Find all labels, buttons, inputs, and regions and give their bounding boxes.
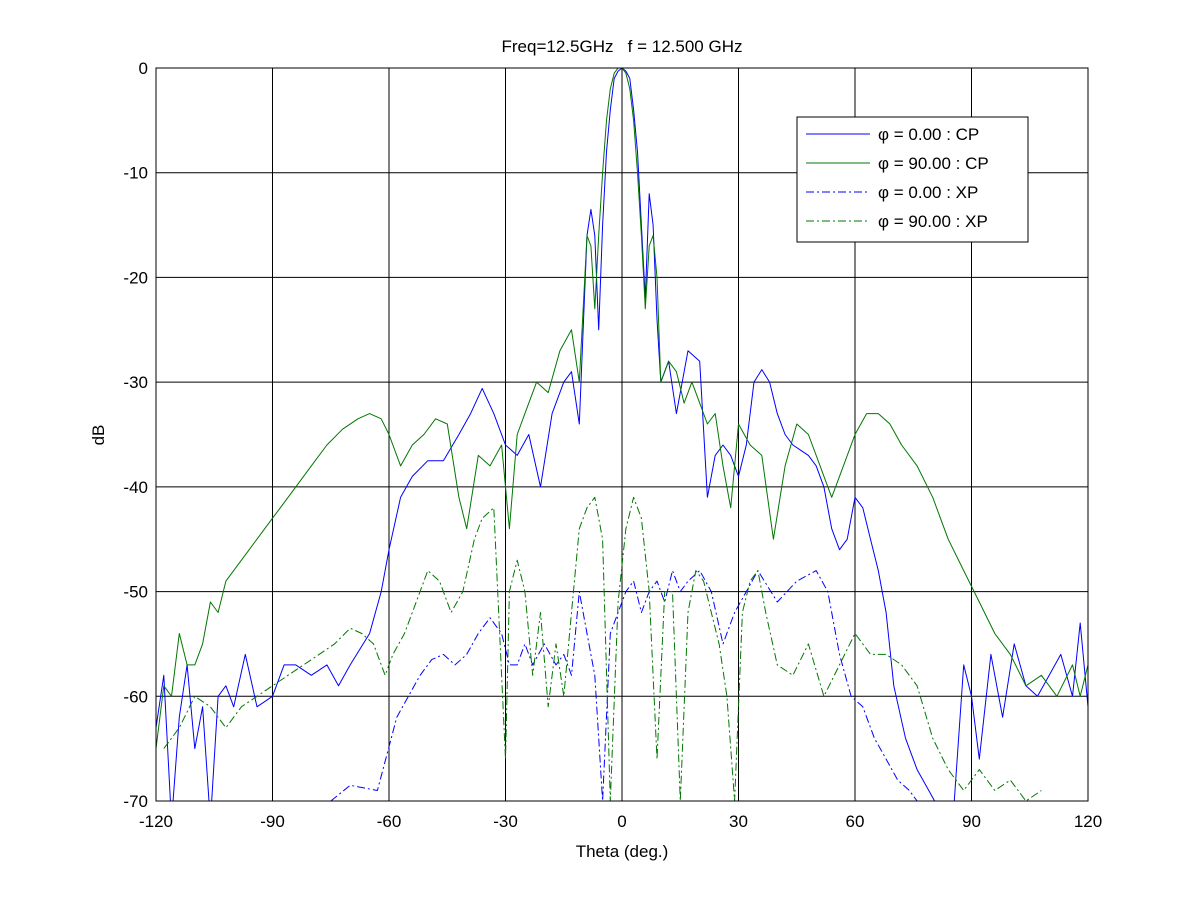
legend-label-phi0-xp: φ = 0.00 : XP: [878, 183, 978, 202]
x-tick-label: -120: [139, 812, 173, 831]
series-phi90-cp: [156, 68, 1088, 749]
legend-label-phi0-cp: φ = 0.00 : CP: [878, 125, 979, 144]
y-tick-label: -30: [123, 373, 148, 392]
y-tick-label: -60: [123, 687, 148, 706]
legend-label-phi90-cp: φ = 90.00 : CP: [878, 154, 989, 173]
chart-title: Freq=12.5GHz f = 12.500 GHz: [502, 37, 743, 56]
tick-layer: -120 -90 -60 -30 0 30 60 90 120 0 -10 -20 -30 -40 -50 -…: [123, 59, 1102, 831]
y-tick-label: -40: [123, 478, 148, 497]
x-tick-label: 30: [729, 812, 748, 831]
x-axis-label: Theta (deg.): [576, 842, 669, 861]
x-tick-label: -60: [377, 812, 402, 831]
series-phi0-xp: [330, 570, 925, 801]
y-tick-label: -50: [123, 583, 148, 602]
series-layer: [156, 68, 1088, 801]
legend-box: [796, 116, 1029, 243]
legend-label-phi90-xp: φ = 90.00 : XP: [878, 212, 988, 231]
x-tick-label: -90: [260, 812, 285, 831]
x-tick-label: -30: [493, 812, 518, 831]
x-tick-label: 0: [617, 812, 626, 831]
x-tick-label: 60: [846, 812, 865, 831]
y-tick-label: -70: [123, 792, 148, 811]
y-tick-label: -10: [123, 164, 148, 183]
y-tick-label: -20: [123, 268, 148, 287]
y-axis-label: dB: [89, 425, 108, 446]
series-phi0-cp: [156, 68, 1088, 801]
y-tick-label: 0: [139, 59, 148, 78]
plot-area-border: [155, 67, 1089, 802]
x-tick-label: 90: [962, 812, 981, 831]
series-phi90-xp: [163, 496, 1042, 801]
legend: φ = 0.00 : CP φ = 90.00 : CP φ = 0.00 : …: [796, 116, 1029, 243]
x-tick-label: 120: [1074, 812, 1102, 831]
